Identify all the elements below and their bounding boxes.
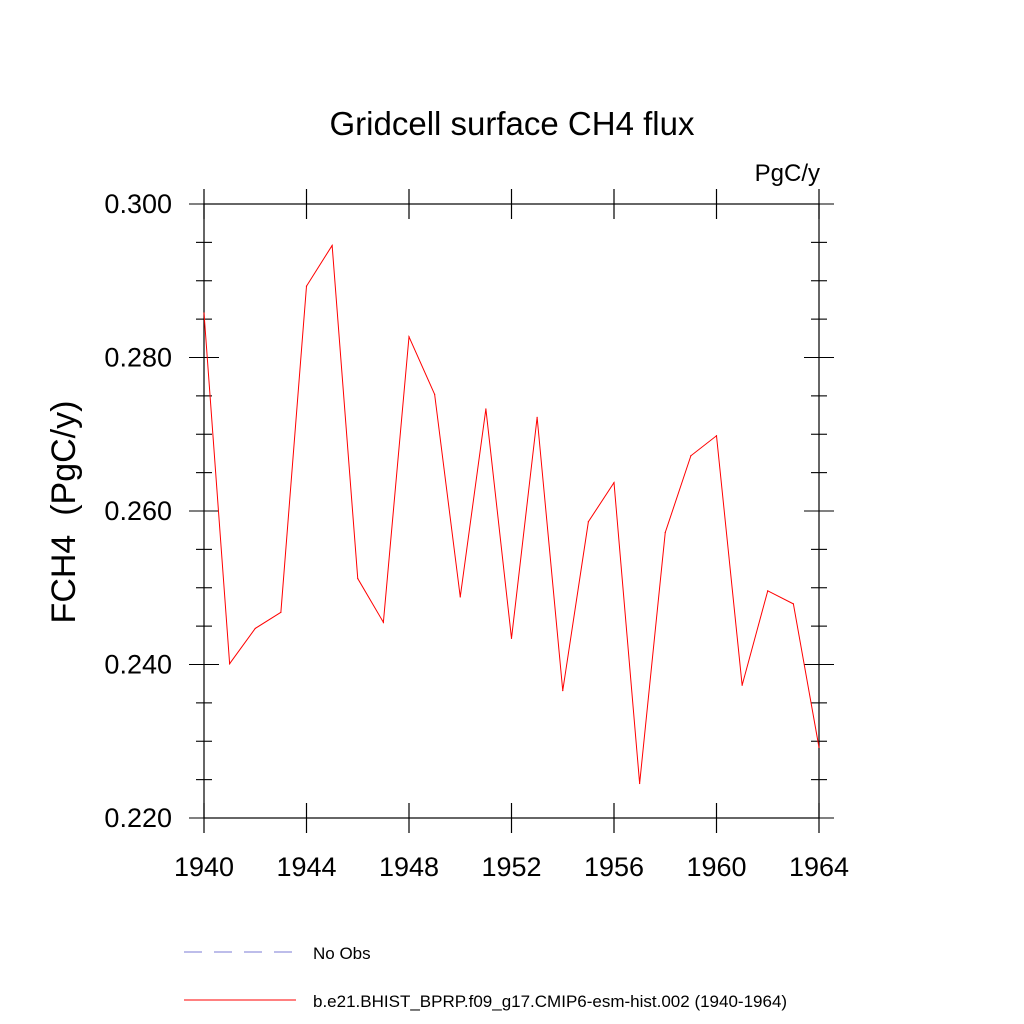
data-point: [382, 621, 384, 623]
legend-label-no-obs: No Obs: [313, 944, 371, 963]
data-point: [792, 603, 794, 605]
data-point: [690, 455, 692, 457]
tick-marks: [189, 189, 834, 833]
data-point: [613, 482, 615, 484]
data-point: [357, 577, 359, 580]
data-point: [280, 611, 282, 613]
data-point: [510, 637, 513, 640]
data-point: [254, 627, 256, 630]
data-point: [664, 531, 666, 534]
data-point: [434, 393, 436, 395]
x-tick-label: 1964: [789, 852, 849, 882]
data-point: [767, 590, 769, 592]
data-point: [536, 416, 538, 418]
x-tick-label: 1952: [481, 852, 541, 882]
data-point: [305, 285, 308, 287]
y-tick-label: 0.240: [104, 650, 172, 680]
data-point: [639, 782, 641, 785]
y-tick-label: 0.280: [104, 343, 172, 373]
legend-label-model: b.e21.BHIST_BPRP.f09_g17.CMIP6-esm-hist.…: [313, 992, 787, 1011]
units-label: PgC/y: [755, 160, 820, 187]
y-tick-label: 0.220: [104, 803, 172, 833]
legend: No Obs b.e21.BHIST_BPRP.f09_g17.CMIP6-es…: [184, 944, 787, 1011]
x-tick-label: 1940: [174, 852, 234, 882]
data-point: [562, 689, 564, 692]
y-axis-label: FCH4 (PgC/y): [45, 401, 83, 624]
data-point: [715, 435, 718, 437]
y-tick-label: 0.260: [104, 496, 172, 526]
x-tick-label: 1948: [379, 852, 439, 882]
data-point: [459, 596, 461, 598]
x-tick-label: 1944: [276, 852, 336, 882]
x-tick-label: 1956: [584, 852, 644, 882]
plot-frame: [203, 203, 820, 819]
series-layer: [203, 243, 820, 785]
data-point: [331, 244, 333, 247]
data-point: [818, 746, 820, 748]
data-point: [587, 521, 589, 523]
series-line: [203, 243, 820, 784]
chart-title: Gridcell surface CH4 flux: [330, 105, 695, 142]
data-point: [485, 408, 487, 410]
data-point: [741, 684, 743, 686]
x-tick-labels: 1940 1944 1948 1952 1956 1960 1964: [174, 852, 849, 882]
x-tick-label: 1960: [686, 852, 746, 882]
data-point: [229, 663, 231, 665]
data-point: [408, 336, 410, 338]
y-tick-label: 0.300: [104, 189, 172, 219]
data-point: [203, 312, 205, 314]
y-tick-labels: 0.220 0.240 0.260 0.280 0.300: [104, 189, 172, 833]
